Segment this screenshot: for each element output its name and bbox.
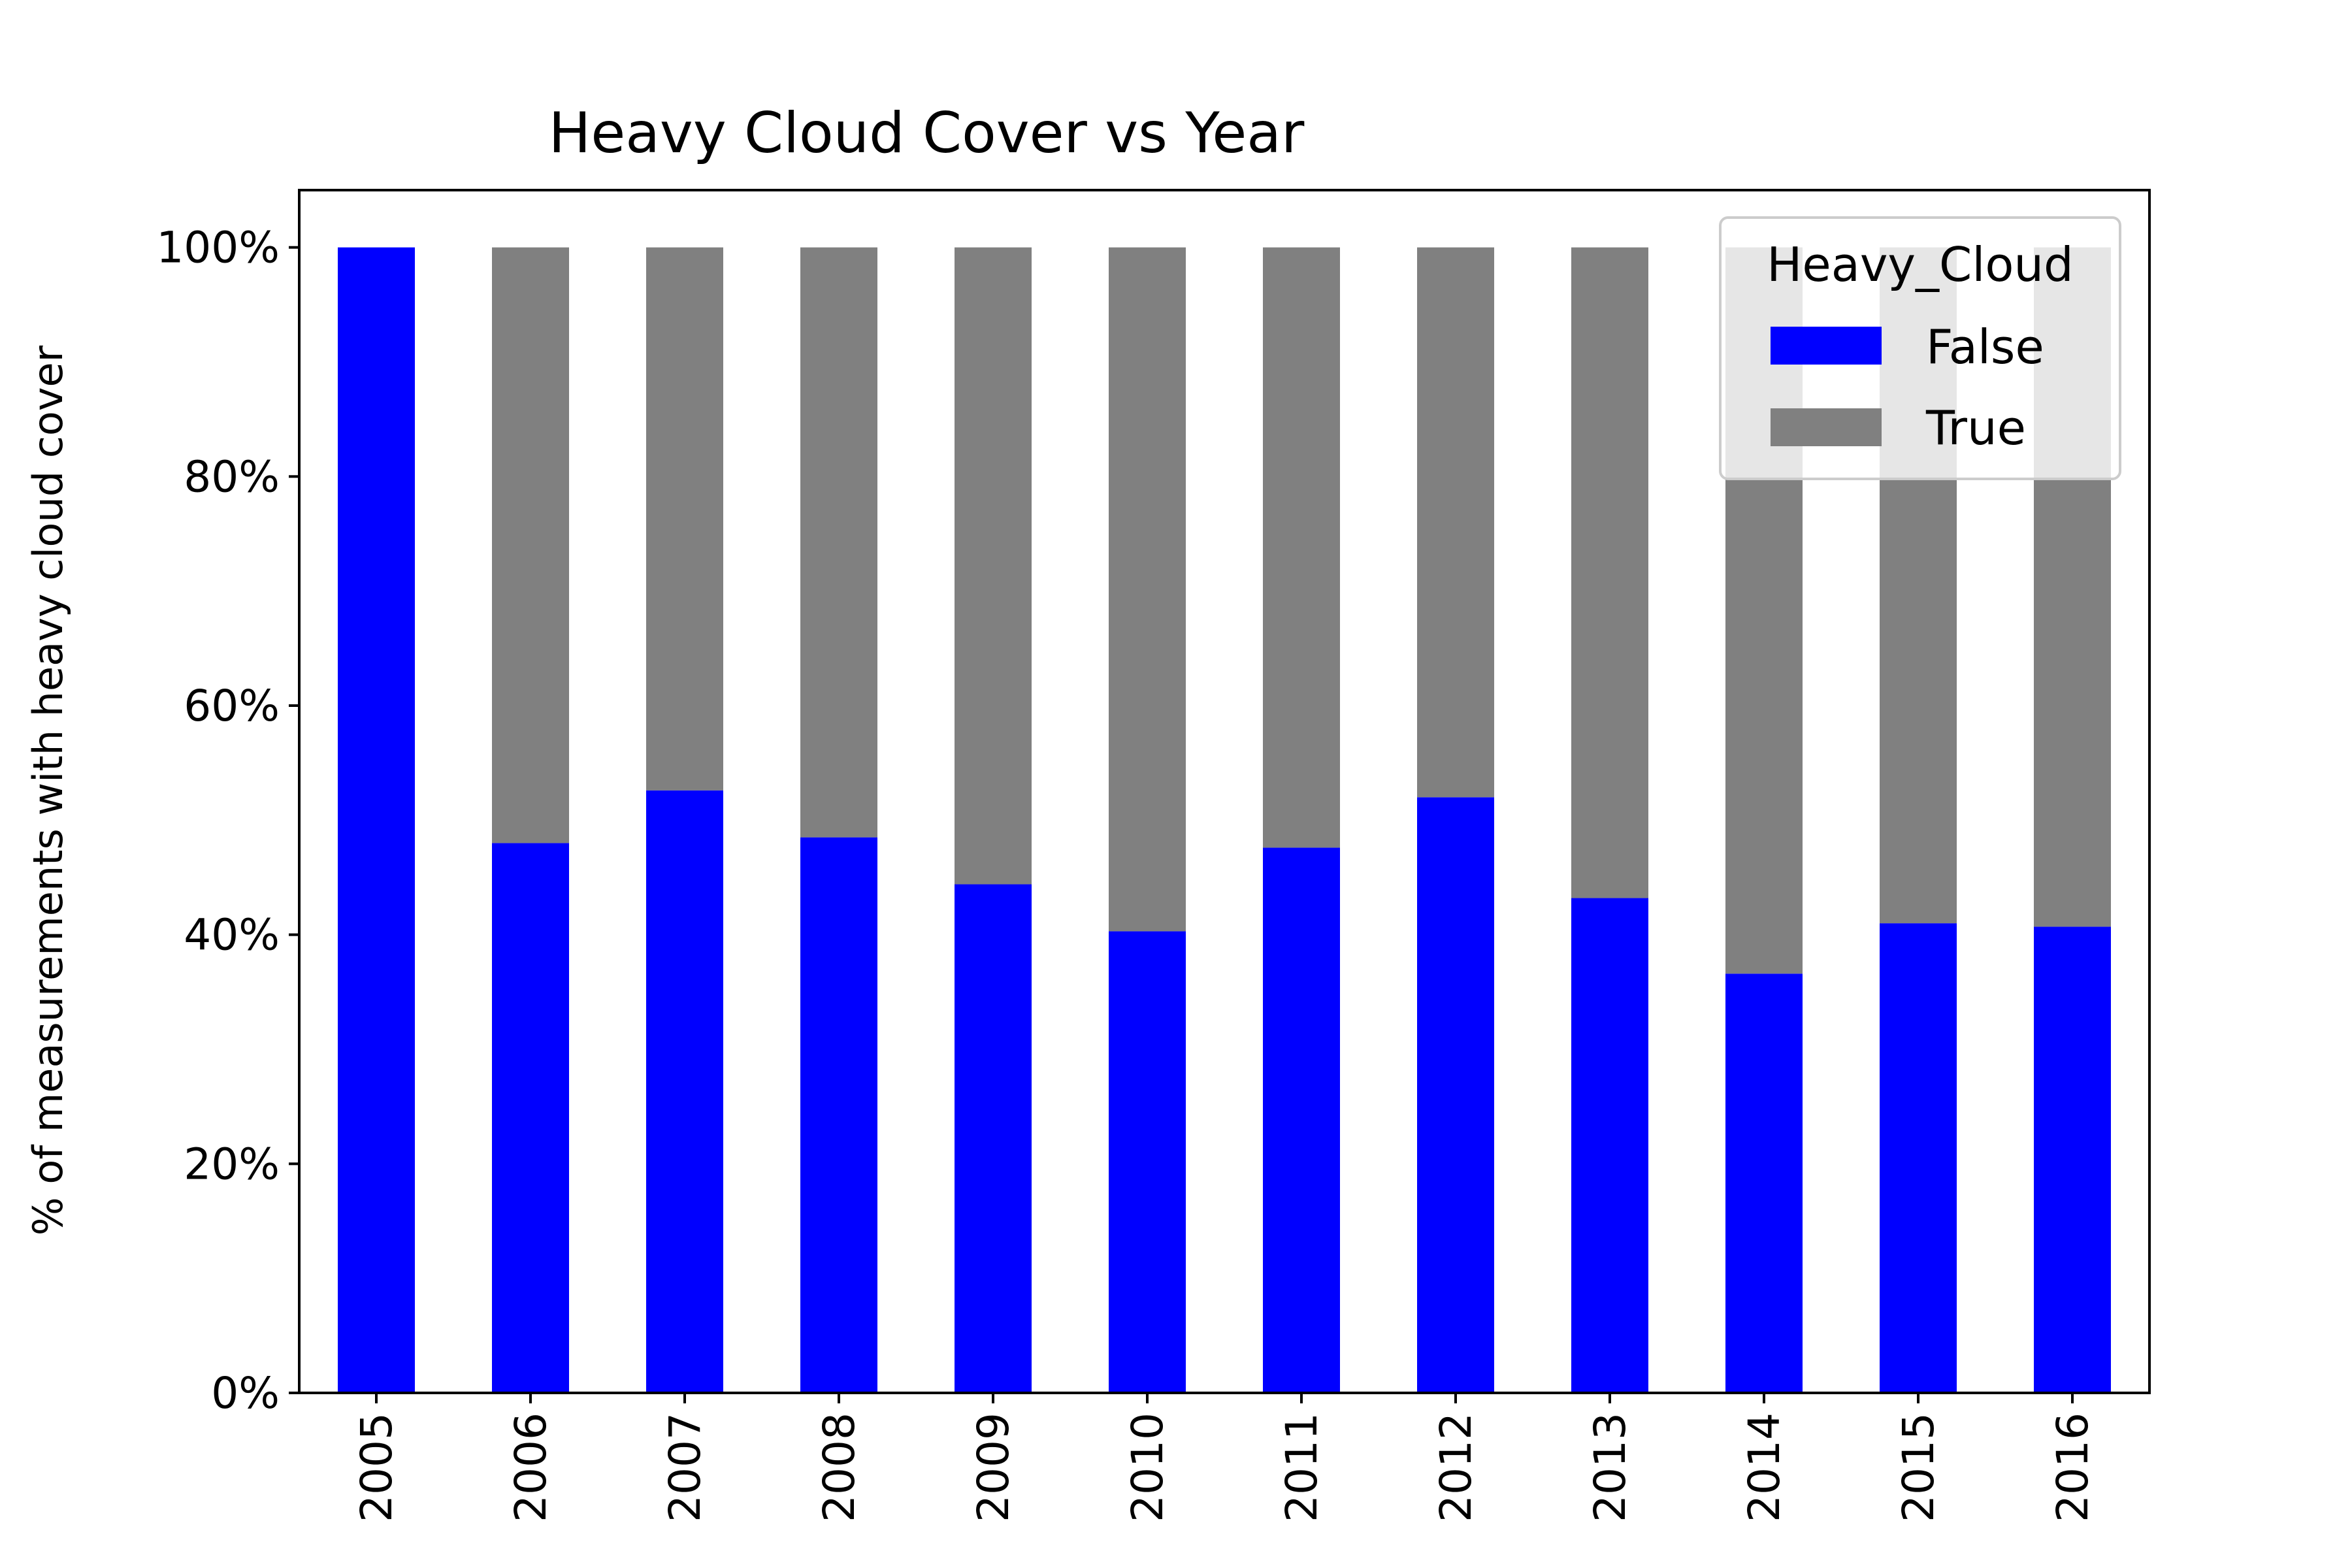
legend-label-true: True [1925,400,2026,455]
legend-title: Heavy_Cloud [1767,237,2073,292]
x-tick-label-2014: 2014 [1739,1413,1789,1522]
bar-true-2008 [800,247,877,838]
bar-false-2010 [1109,931,1186,1393]
x-tick-label-2006: 2006 [506,1413,556,1522]
bar-false-2007 [646,790,723,1393]
bar-true-2011 [1263,247,1340,848]
bar-false-2011 [1263,847,1340,1393]
bar-false-2015 [1880,923,1957,1393]
x-tick-label-2008: 2008 [814,1413,864,1522]
bar-true-2009 [955,247,1032,885]
chart-title: Heavy Cloud Cover vs Year [549,101,1305,166]
y-tick-label: 60% [184,681,280,731]
x-axis: 2005 2006 2007 2008 2009 2010 2011 2012 2013 2014… [351,1393,2098,1522]
bar-false-2013 [1571,898,1648,1393]
bar-false-2009 [955,884,1032,1393]
x-tick-label-2012: 2012 [1431,1413,1481,1522]
bar-false-2005 [338,247,415,1394]
plot-frame [298,189,2151,1394]
x-tick-label-2010: 2010 [1122,1413,1173,1522]
bar-true-2013 [1571,247,1648,898]
y-tick-label: 20% [184,1139,280,1189]
bar-false-2016 [2034,926,2111,1393]
y-axis: 0% 20% 40% 60% 80% 100% [156,223,299,1418]
y-tick-label: 0% [211,1368,280,1418]
x-tick-label-2013: 2013 [1585,1413,1635,1522]
bar-false-2008 [800,837,877,1393]
y-tick-label: 100% [156,223,280,273]
y-tick-label: 40% [184,910,280,960]
legend-swatch-false [1771,327,1882,365]
x-tick-label-2015: 2015 [1893,1413,1944,1522]
y-tick-label: 80% [184,451,280,502]
legend: Heavy_Cloud False True [1719,216,2121,480]
legend-swatch-true [1771,408,1882,446]
y-axis-label: % of measurements with heavy cloud cover [24,345,72,1235]
bar-false-2006 [492,843,569,1393]
x-tick-label-2011: 2011 [1277,1413,1327,1522]
bar-true-2010 [1109,247,1186,932]
x-tick-label-2016: 2016 [2048,1413,2098,1522]
x-tick-label-2005: 2005 [351,1413,402,1522]
bar-false-2014 [1725,973,1803,1393]
bar-true-2007 [646,247,723,791]
bar-true-2006 [492,247,569,843]
bar-false-2012 [1417,797,1494,1393]
bar-true-2012 [1417,247,1494,798]
legend-label-false: False [1926,319,2044,374]
x-tick-label-2007: 2007 [660,1413,710,1522]
x-tick-label-2009: 2009 [968,1413,1019,1522]
